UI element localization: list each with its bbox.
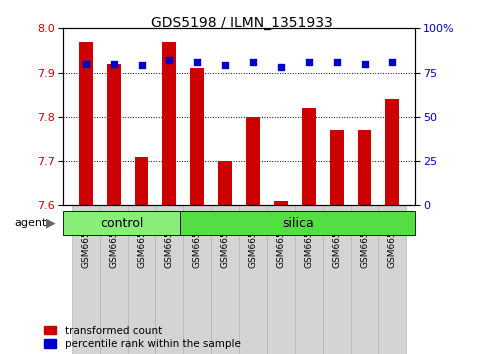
FancyBboxPatch shape [128, 205, 156, 354]
Point [166, 57, 173, 63]
Point [82, 61, 90, 67]
Bar [135, 157, 148, 205]
Point [361, 61, 369, 67]
Bar [162, 42, 176, 205]
FancyBboxPatch shape [239, 205, 267, 354]
Point [277, 64, 285, 70]
Bar [190, 68, 204, 205]
Bar [357, 130, 371, 205]
FancyBboxPatch shape [351, 205, 379, 354]
FancyBboxPatch shape [63, 211, 180, 235]
FancyBboxPatch shape [72, 205, 99, 354]
Point [193, 59, 201, 65]
FancyBboxPatch shape [379, 205, 406, 354]
FancyBboxPatch shape [99, 205, 128, 354]
Bar [79, 42, 93, 205]
Text: silica: silica [282, 217, 314, 229]
FancyBboxPatch shape [295, 205, 323, 354]
Point [138, 63, 145, 68]
Bar [274, 201, 288, 205]
Legend: transformed count, percentile rank within the sample: transformed count, percentile rank withi… [44, 326, 241, 349]
FancyBboxPatch shape [211, 205, 239, 354]
Text: ▶: ▶ [46, 217, 56, 229]
Point [388, 59, 396, 65]
FancyBboxPatch shape [267, 205, 295, 354]
FancyBboxPatch shape [323, 205, 351, 354]
Text: GDS5198 / ILMN_1351933: GDS5198 / ILMN_1351933 [151, 16, 332, 30]
Bar [246, 117, 260, 205]
Point [333, 59, 341, 65]
Bar [218, 161, 232, 205]
Bar [302, 108, 316, 205]
Bar [385, 99, 399, 205]
Point [249, 59, 257, 65]
Bar [330, 130, 343, 205]
FancyBboxPatch shape [184, 205, 211, 354]
Point [110, 61, 117, 67]
Bar [107, 64, 121, 205]
Text: agent: agent [14, 218, 47, 228]
FancyBboxPatch shape [180, 211, 415, 235]
FancyBboxPatch shape [156, 205, 184, 354]
Point [305, 59, 313, 65]
Point [221, 63, 229, 68]
Text: control: control [100, 217, 143, 229]
